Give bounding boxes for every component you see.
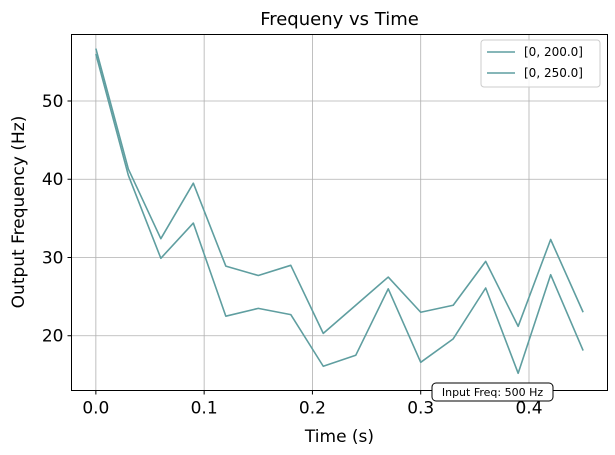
legend-label-0: [0, 200.0] — [524, 45, 583, 59]
series-line-1 — [95, 53, 584, 375]
x-tick-label: 0.2 — [299, 399, 326, 419]
x-tick-label: 0.1 — [191, 399, 218, 419]
x-tick-label: 0.3 — [407, 399, 434, 419]
x-axis-title: Time (s) — [304, 427, 374, 447]
y-tick-label: 20 — [42, 327, 64, 347]
plot-frame — [71, 34, 608, 391]
x-tick-label: 0.4 — [515, 399, 542, 419]
annotation-box — [431, 382, 554, 402]
y-tick-label: 50 — [42, 92, 64, 112]
ticks: 0.0 0.1 0.2 0.3 0.4 20 30 40 50 — [42, 92, 543, 418]
legend: [0, 200.0] [0, 250.0] — [480, 39, 601, 88]
chart-title: Frequeny vs Time — [260, 9, 419, 30]
series-line-0 — [95, 48, 584, 335]
x-tick-label: 0.0 — [82, 399, 109, 419]
legend-label-1: [0, 250.0] — [524, 66, 583, 80]
series-lines — [95, 48, 584, 375]
y-axis-title: Output Frequency (Hz) — [9, 116, 29, 309]
annotation: Input Freq: 500 Hz — [431, 382, 554, 402]
y-tick-label: 30 — [42, 248, 64, 268]
y-tick-label: 40 — [42, 170, 64, 190]
annotation-text: Input Freq: 500 Hz — [442, 386, 544, 399]
